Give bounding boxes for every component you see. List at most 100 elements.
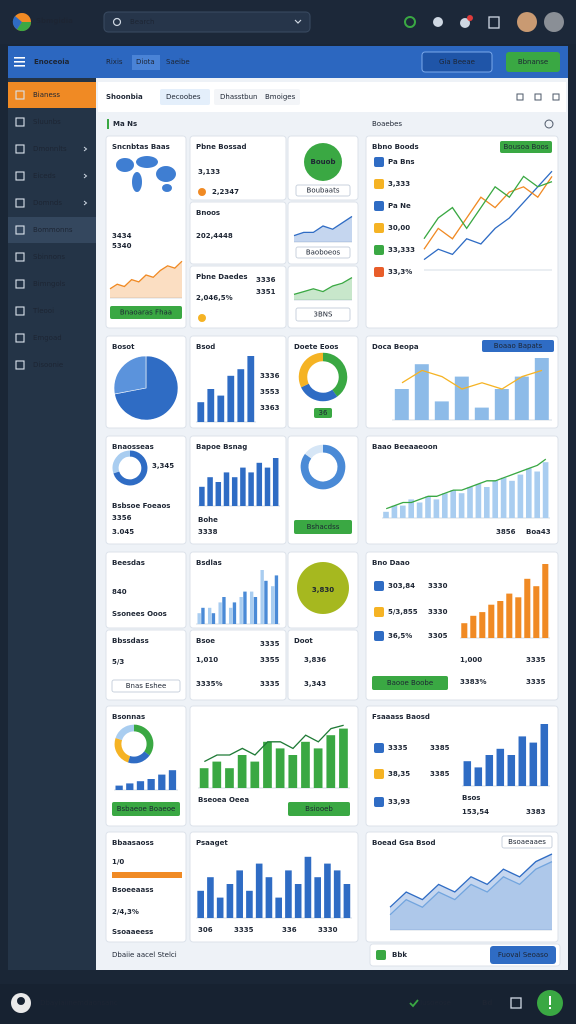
card-button[interactable] [110, 306, 182, 319]
card-stat: Bseoea Oeea [198, 796, 249, 804]
bar [226, 884, 234, 918]
notify-icon[interactable] [460, 18, 470, 28]
card-button[interactable] [294, 520, 352, 534]
avatar[interactable] [517, 12, 537, 32]
sidebar-item[interactable]: Sluunbs [33, 118, 61, 126]
settings-icon[interactable] [433, 17, 443, 27]
menu-icon[interactable] [14, 65, 25, 67]
card-button[interactable] [500, 141, 552, 153]
subtab[interactable]: Bmoiges [265, 93, 296, 101]
header-tab[interactable]: Saeibe [166, 58, 190, 66]
bar [461, 623, 468, 638]
bar [509, 480, 515, 518]
sidebar-item[interactable]: Dmonnlts [33, 145, 67, 153]
card-title: Baao Beeaaeoon [372, 443, 438, 451]
header-button[interactable] [506, 52, 560, 72]
header-button[interactable] [421, 51, 493, 73]
card-button-label[interactable]: Bsoaeaaes [508, 838, 546, 846]
sidebar [8, 78, 96, 970]
bar [199, 768, 209, 788]
toolbar-icon[interactable] [534, 93, 542, 101]
sidebar-item[interactable]: Domnds [33, 199, 62, 207]
card [105, 551, 187, 629]
sidebar-item[interactable]: Tleooi [32, 307, 54, 315]
section-icon[interactable] [544, 119, 554, 129]
menu-icon[interactable] [14, 57, 25, 59]
sidebar-item[interactable]: Sbinnons [33, 253, 65, 261]
card-button[interactable] [314, 408, 332, 418]
kpi-value: 1/0 [112, 858, 124, 866]
sidebar-icon [15, 144, 25, 154]
donut-segment [113, 450, 148, 486]
status-code: Bd [482, 999, 492, 1007]
refresh-icon[interactable] [404, 16, 416, 28]
footer-button-label[interactable]: Fuoval Seoaso [498, 951, 548, 959]
bar [313, 748, 323, 788]
card-title: Bouob [311, 158, 336, 166]
card-button-label[interactable]: Bshacdss [307, 523, 340, 531]
card-button[interactable] [111, 679, 181, 693]
bar [197, 613, 201, 624]
sidebar-item[interactable]: Bommonns [33, 226, 73, 234]
card-title: Bsonnas [112, 713, 145, 721]
sidebar-item[interactable]: Emgoad [33, 334, 62, 342]
card-stat: 5340 [112, 242, 132, 250]
card-button[interactable] [112, 802, 180, 816]
header-button-label[interactable]: Bbnanse [518, 58, 548, 66]
card-stat: 3330 [428, 608, 448, 616]
card-button-label[interactable]: Boaao Bapats [494, 342, 543, 350]
sidebar-item[interactable]: Bimngols [33, 280, 66, 288]
card-button-label[interactable]: Bnaoaras Fhaa [120, 309, 172, 317]
bar [324, 863, 331, 918]
list-icon [374, 631, 384, 641]
card-button-label[interactable]: Bsiooeb [305, 805, 333, 813]
bottom-icon[interactable] [510, 997, 522, 1009]
card-stat: 38,35 [388, 770, 410, 778]
card-title: Bsdlas [196, 559, 222, 567]
footer-text: Dbaiie aacel Stelci [112, 951, 177, 959]
bar [333, 870, 341, 918]
card-button-label[interactable]: 36 [319, 409, 328, 417]
header-tab[interactable]: Diota [136, 58, 155, 66]
subtab[interactable]: Decoobes [166, 93, 201, 101]
card-button-label[interactable]: Bsbaeoe Boaeoe [117, 805, 176, 813]
subtab[interactable]: Dhasstbun [220, 93, 257, 101]
card-button-label[interactable]: Bnas Eshee [126, 682, 167, 690]
card-button[interactable] [295, 184, 351, 197]
bar [168, 770, 177, 790]
bar [463, 761, 472, 786]
card-button[interactable] [295, 246, 351, 259]
search-box[interactable] [103, 11, 311, 33]
bar [265, 877, 273, 918]
card-button-label[interactable]: Boubaats [307, 187, 340, 195]
card-button[interactable] [372, 676, 448, 690]
header-button-label[interactable]: Gia Beeae [439, 58, 475, 66]
card-button-label[interactable]: Bousoa Boos [504, 143, 549, 151]
card-button[interactable] [501, 835, 553, 849]
toolbar-icon[interactable] [516, 93, 524, 101]
card-button-label[interactable]: Baoboeos [306, 249, 341, 257]
bar [236, 870, 243, 918]
header-tab[interactable]: Rixis [106, 58, 123, 66]
bar [301, 741, 310, 788]
footer-button[interactable] [490, 946, 556, 964]
card-button[interactable] [482, 340, 554, 352]
sidebar-item[interactable]: Disoonie [33, 361, 63, 369]
filter-label[interactable]: Ma Ns [113, 120, 137, 128]
card-button[interactable] [288, 802, 350, 816]
sidebar-item[interactable]: Eiceds [33, 172, 56, 180]
doc-icon[interactable] [488, 16, 500, 29]
toolbar-icon[interactable] [552, 93, 560, 101]
sidebar-item[interactable]: Bianess [33, 91, 60, 99]
bar [237, 755, 247, 788]
bar [492, 480, 499, 518]
card-button-label[interactable]: Baooe Boobe [387, 679, 433, 687]
avatar[interactable] [544, 12, 564, 32]
donut-segment [133, 724, 154, 756]
card-button[interactable] [295, 307, 351, 322]
bar [263, 741, 272, 788]
menu-icon[interactable] [14, 61, 25, 63]
card-button-label[interactable]: 3BNS [314, 311, 333, 319]
bar [391, 505, 398, 518]
bar [231, 477, 238, 506]
